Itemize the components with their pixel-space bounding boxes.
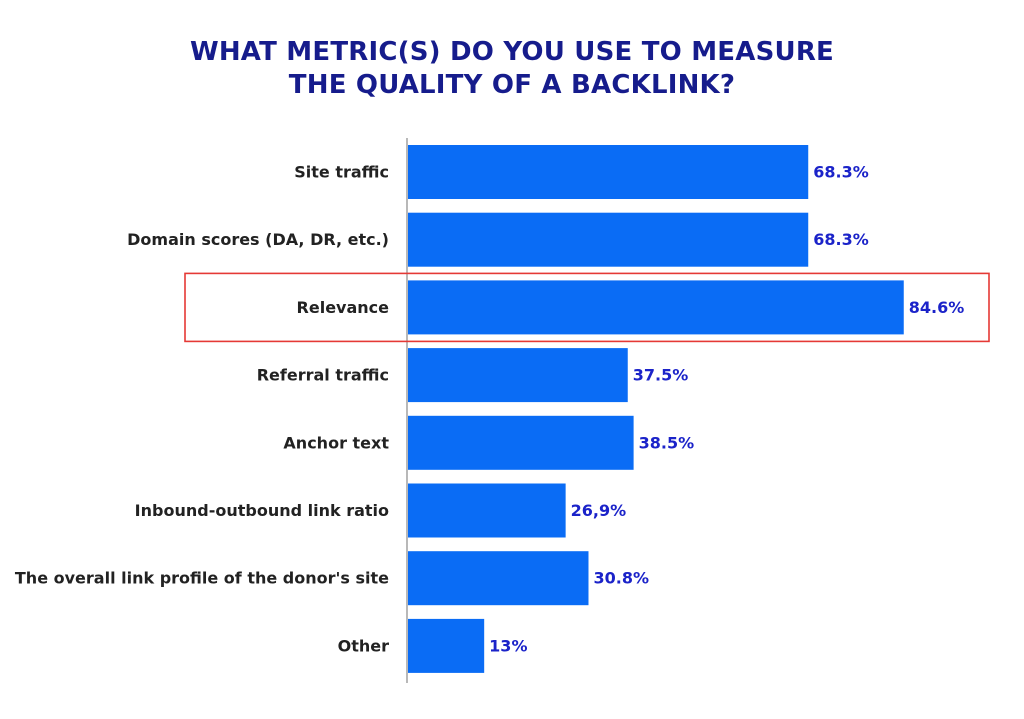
- value-label-1: 68.3%: [813, 230, 869, 249]
- highlight-box: [184, 272, 990, 343]
- chart-title: WHAT METRIC(S) DO YOU USE TO MEASURE THE…: [0, 36, 1024, 102]
- category-label-4: Anchor text: [283, 433, 389, 452]
- value-label-5: 26,9%: [571, 501, 627, 520]
- bar-1: [408, 212, 809, 267]
- category-label-7: Other: [338, 636, 389, 655]
- category-label-0: Site traffic: [294, 163, 389, 182]
- chart-title-line-1: WHAT METRIC(S) DO YOU USE TO MEASURE: [189, 37, 835, 67]
- value-label-2: 84.6%: [909, 298, 965, 317]
- highlight-layer: [184, 272, 990, 343]
- bar-3: [408, 348, 628, 403]
- bar-2: [408, 280, 904, 335]
- category-label-5: Inbound-outbound link ratio: [135, 501, 389, 520]
- category-label-3: Referral traffic: [257, 366, 389, 385]
- value-label-7: 13%: [489, 636, 527, 655]
- category-label-6: The overall link profile of the donor's …: [15, 569, 389, 588]
- bar-0: [408, 145, 809, 199]
- value-label-3: 37.5%: [633, 366, 689, 385]
- chart-title-line-2: THE QUALITY OF A BACKLINK?: [288, 70, 736, 100]
- category-label-2: Relevance: [297, 298, 390, 317]
- bar-7: [408, 618, 485, 673]
- bar-4: [408, 415, 634, 470]
- value-label-4: 38.5%: [639, 433, 695, 452]
- category-label-1: Domain scores (DA, DR, etc.): [127, 230, 389, 249]
- bars-layer: [408, 145, 904, 673]
- value-label-6: 30.8%: [593, 569, 649, 588]
- labels-layer: Site traffic 68.3% Domain scores (DA, DR, …: [15, 163, 964, 656]
- bar-6: [408, 551, 589, 606]
- value-label-0: 68.3%: [813, 163, 869, 182]
- bar-5: [408, 483, 566, 538]
